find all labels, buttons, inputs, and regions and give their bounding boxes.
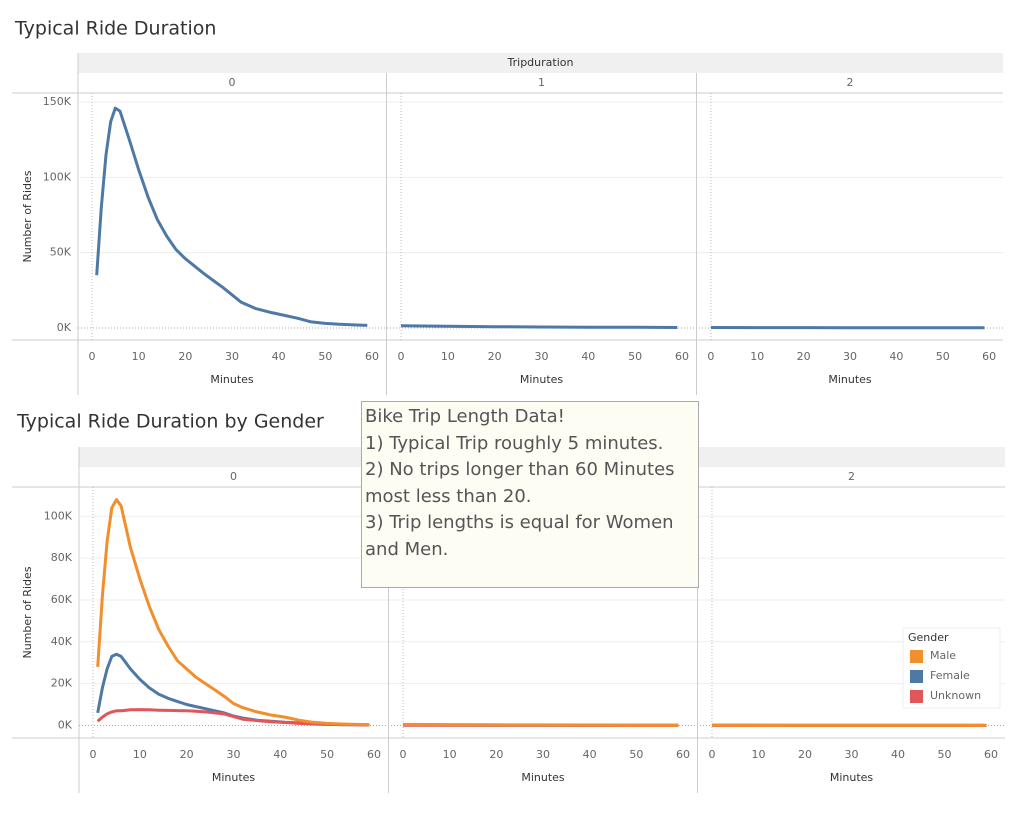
x-tick-label: 30 bbox=[535, 350, 549, 363]
line-series bbox=[96, 708, 370, 727]
x-tick-label: 40 bbox=[891, 748, 905, 761]
annotation-line: 3) Trip lengths is equal for Women and M… bbox=[365, 512, 674, 560]
y-tick-label: 50K bbox=[50, 246, 72, 259]
line-series bbox=[400, 324, 678, 329]
x-axis-label: Minutes bbox=[521, 771, 565, 784]
x-axis-label: Minutes bbox=[828, 373, 872, 386]
line-series bbox=[96, 652, 370, 727]
x-tick-label: 20 bbox=[797, 350, 811, 363]
facet-header bbox=[78, 53, 1003, 73]
x-tick-label: 10 bbox=[443, 748, 457, 761]
facet-label: Tripduration bbox=[507, 56, 574, 69]
legend-swatch bbox=[910, 670, 923, 683]
x-tick-label: 0 bbox=[400, 748, 407, 761]
x-tick-label: 30 bbox=[845, 748, 859, 761]
x-tick-label: 20 bbox=[798, 748, 812, 761]
legend-label: Male bbox=[930, 649, 956, 662]
legend-title: Gender bbox=[908, 631, 949, 644]
x-tick-label: 0 bbox=[707, 350, 714, 363]
legend: Gender Male Female Unknown bbox=[902, 627, 1001, 709]
x-tick-label: 60 bbox=[984, 748, 998, 761]
x-tick-label: 50 bbox=[938, 748, 952, 761]
x-tick-label: 30 bbox=[227, 748, 241, 761]
x-axis-label: Minutes bbox=[212, 771, 256, 784]
panel-label: 0 bbox=[229, 76, 236, 89]
x-tick-label: 10 bbox=[441, 350, 455, 363]
y-tick-label: 0K bbox=[58, 718, 73, 731]
y-tick-label: 0K bbox=[57, 321, 72, 334]
panel-label: 1 bbox=[538, 76, 545, 89]
annotation-line: Bike Trip Length Data! bbox=[365, 406, 565, 427]
y-tick-label: 80K bbox=[51, 551, 73, 564]
y-tick-label: 100K bbox=[44, 509, 73, 522]
x-tick-label: 20 bbox=[489, 748, 503, 761]
x-axis-label: Minutes bbox=[520, 373, 564, 386]
y-axis-label: Number of Rides bbox=[21, 170, 34, 262]
x-tick-label: 0 bbox=[90, 748, 97, 761]
x-tick-label: 30 bbox=[843, 350, 857, 363]
line-series bbox=[96, 498, 370, 727]
x-tick-label: 60 bbox=[365, 350, 379, 363]
chart-title: Typical Ride Duration by Gender bbox=[16, 411, 324, 433]
x-tick-label: 30 bbox=[536, 748, 550, 761]
x-tick-label: 60 bbox=[982, 350, 996, 363]
x-tick-label: 50 bbox=[936, 350, 950, 363]
x-tick-label: 10 bbox=[132, 350, 146, 363]
y-axis-label: Number of Rides bbox=[21, 566, 34, 658]
x-tick-label: 30 bbox=[225, 350, 239, 363]
line-series bbox=[402, 722, 679, 727]
legend-swatch bbox=[910, 690, 923, 703]
line-series bbox=[95, 106, 368, 327]
x-tick-label: 20 bbox=[178, 350, 192, 363]
y-tick-label: 40K bbox=[51, 635, 73, 648]
legend-swatch bbox=[910, 650, 923, 663]
x-tick-label: 40 bbox=[583, 748, 597, 761]
x-axis-label: Minutes bbox=[210, 373, 254, 386]
x-tick-label: 40 bbox=[273, 748, 287, 761]
x-tick-label: 60 bbox=[675, 350, 689, 363]
annotation-line: 2) No trips longer than 60 Minutes most … bbox=[365, 459, 675, 507]
x-tick-label: 0 bbox=[398, 350, 405, 363]
annotation-line: 1) Typical Trip roughly 5 minutes. bbox=[365, 432, 664, 454]
x-tick-label: 40 bbox=[272, 350, 286, 363]
y-tick-label: 60K bbox=[51, 593, 73, 606]
x-tick-label: 60 bbox=[367, 748, 381, 761]
legend-label: Unknown bbox=[930, 689, 981, 702]
x-tick-label: 50 bbox=[320, 748, 334, 761]
x-axis-label: Minutes bbox=[830, 771, 874, 784]
x-tick-label: 40 bbox=[581, 350, 595, 363]
x-tick-label: 50 bbox=[628, 350, 642, 363]
x-tick-label: 10 bbox=[133, 748, 147, 761]
panel-label: 2 bbox=[847, 76, 854, 89]
x-tick-label: 10 bbox=[751, 748, 765, 761]
x-tick-label: 20 bbox=[488, 350, 502, 363]
y-tick-label: 100K bbox=[43, 170, 72, 183]
x-tick-label: 50 bbox=[318, 350, 332, 363]
x-tick-label: 10 bbox=[750, 350, 764, 363]
x-tick-label: 0 bbox=[89, 350, 96, 363]
panel-label: 0 bbox=[230, 470, 237, 483]
panel-label: 2 bbox=[848, 470, 855, 483]
annotation-box: Bike Trip Length Data! 1) Typical Trip ro… bbox=[361, 401, 699, 588]
y-tick-label: 20K bbox=[51, 677, 73, 690]
x-tick-label: 0 bbox=[708, 748, 715, 761]
x-tick-label: 40 bbox=[889, 350, 903, 363]
x-tick-label: 60 bbox=[676, 748, 690, 761]
legend-label: Female bbox=[930, 669, 970, 682]
x-tick-label: 20 bbox=[180, 748, 194, 761]
chart-title: Typical Ride Duration bbox=[14, 18, 216, 40]
y-tick-label: 150K bbox=[43, 95, 72, 108]
x-tick-label: 50 bbox=[629, 748, 643, 761]
